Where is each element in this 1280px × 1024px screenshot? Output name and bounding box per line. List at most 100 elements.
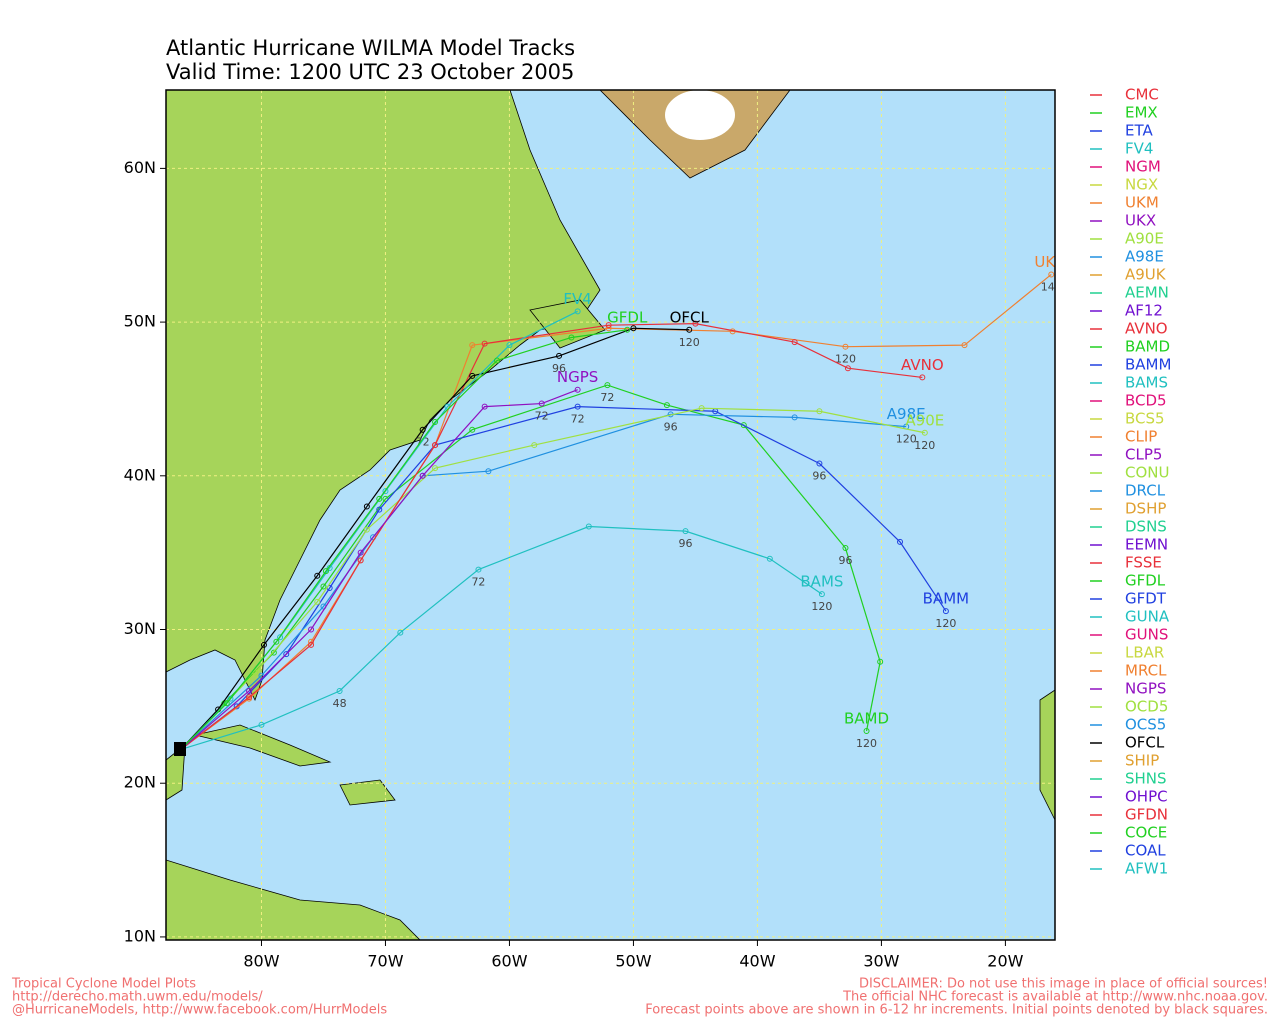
x-tick-label: 70W (367, 952, 403, 971)
legend-label: CMC (1125, 86, 1159, 104)
x-tick-label: 30W (863, 952, 899, 971)
track-point (475, 566, 482, 573)
forecast-hour: 96 (838, 554, 852, 567)
forecast-hour: 144 (1041, 280, 1062, 293)
footer-right: DISCLAIMER: Do not use this image in pla… (859, 977, 1268, 992)
track-point (252, 669, 259, 676)
legend-label: AFW1 (1125, 860, 1168, 878)
track-point (816, 408, 823, 415)
forecast-hour: 120 (896, 433, 917, 446)
track-point (376, 506, 383, 513)
track-point (538, 400, 545, 407)
track-name: AVNO (901, 356, 944, 374)
track-point (921, 429, 928, 436)
track-point (432, 465, 439, 472)
track-point (227, 695, 234, 702)
track-name: NGPS (557, 368, 598, 386)
track-line (180, 323, 923, 750)
forecast-hour: 120 (835, 353, 856, 366)
legend-label: AVNO (1125, 320, 1168, 338)
track-point (556, 352, 563, 359)
track-line (180, 273, 1052, 750)
track-name: GFDL (607, 308, 648, 326)
y-tick-label: 50N (124, 312, 156, 331)
track-point (605, 322, 612, 329)
legend-label: EEMN (1125, 536, 1168, 554)
track-point (246, 687, 253, 694)
track-point (686, 326, 693, 333)
track-point (844, 365, 851, 372)
track-point (363, 503, 370, 510)
map-subtitle: Valid Time: 1200 UTC 23 October 2005 (166, 60, 574, 84)
track-point (322, 568, 329, 575)
legend-label: MRCL (1125, 662, 1167, 680)
track-point (568, 334, 575, 341)
track-name: FV4 (563, 290, 591, 308)
track-point (320, 583, 327, 590)
track-point (308, 641, 315, 648)
legend-label: BAMS (1125, 374, 1168, 392)
footer-left: Tropical Cyclone Model Plots (11, 977, 196, 992)
forecast-hour: 72 (471, 576, 485, 589)
legend-label: OCD5 (1125, 698, 1168, 716)
track-name: OFCL (670, 308, 710, 326)
forecast-hour: 120 (811, 600, 832, 613)
footer-right: The official NHC forecast is available a… (842, 990, 1268, 1005)
legend-label: A90E (1125, 230, 1164, 248)
forecast-hour: 120 (856, 737, 877, 750)
track-point (630, 325, 637, 332)
track-point (481, 340, 488, 347)
track-name: BAMS (800, 573, 843, 591)
track-point (357, 549, 364, 556)
legend-label: A98E (1125, 248, 1164, 266)
track-line (180, 407, 925, 750)
map-title: Atlantic Hurricane WILMA Model Tracks (166, 36, 575, 60)
track-point (604, 382, 611, 389)
track-point (585, 523, 592, 530)
track-point (816, 460, 823, 467)
x-tick-label: 20W (987, 952, 1023, 971)
legend-label: GFDT (1125, 590, 1167, 608)
forecast-hour: 96 (664, 420, 678, 433)
track-name: BAMM (923, 590, 969, 608)
track-point (740, 422, 747, 429)
legend-label: EMX (1125, 104, 1158, 122)
forecast-hour: 72 (571, 413, 585, 426)
track-point (897, 538, 904, 545)
track-point (698, 405, 705, 412)
track-point (919, 374, 926, 381)
y-tick-label: 40N (124, 465, 156, 484)
track-point (397, 629, 404, 636)
track-point (469, 342, 476, 349)
track-point (277, 634, 284, 641)
legend-label: OFCL (1125, 734, 1165, 752)
legend-label: BAMM (1125, 356, 1171, 374)
legend-label: A9UK (1125, 266, 1167, 284)
track-name: UKM (1034, 253, 1068, 271)
legend-label: AEMN (1125, 284, 1169, 302)
forecast-hour: 120 (679, 336, 700, 349)
initial-point (174, 742, 186, 756)
track-point (961, 342, 968, 349)
track-point (791, 414, 798, 421)
x-tick-label: 40W (739, 952, 775, 971)
legend-label: GUNA (1125, 608, 1170, 626)
legend-label: NGX (1125, 176, 1158, 194)
track-point (818, 591, 825, 598)
x-tick-label: 50W (615, 952, 651, 971)
legend-label: BCD5 (1125, 392, 1167, 410)
track-point (469, 426, 476, 433)
forecast-hour: 120 (914, 439, 935, 452)
track-point (469, 372, 476, 379)
legend-label: COAL (1125, 842, 1166, 860)
track-point (363, 526, 370, 533)
track-point (382, 488, 389, 495)
legend-label: AF12 (1125, 302, 1163, 320)
track-point (682, 528, 689, 535)
legend-label: CLP5 (1125, 446, 1162, 464)
track-name: BAMD (844, 709, 889, 727)
forecast-hour: 96 (552, 362, 566, 375)
legend-label: OCS5 (1125, 716, 1166, 734)
track-point (314, 572, 321, 579)
track-point (877, 658, 884, 665)
